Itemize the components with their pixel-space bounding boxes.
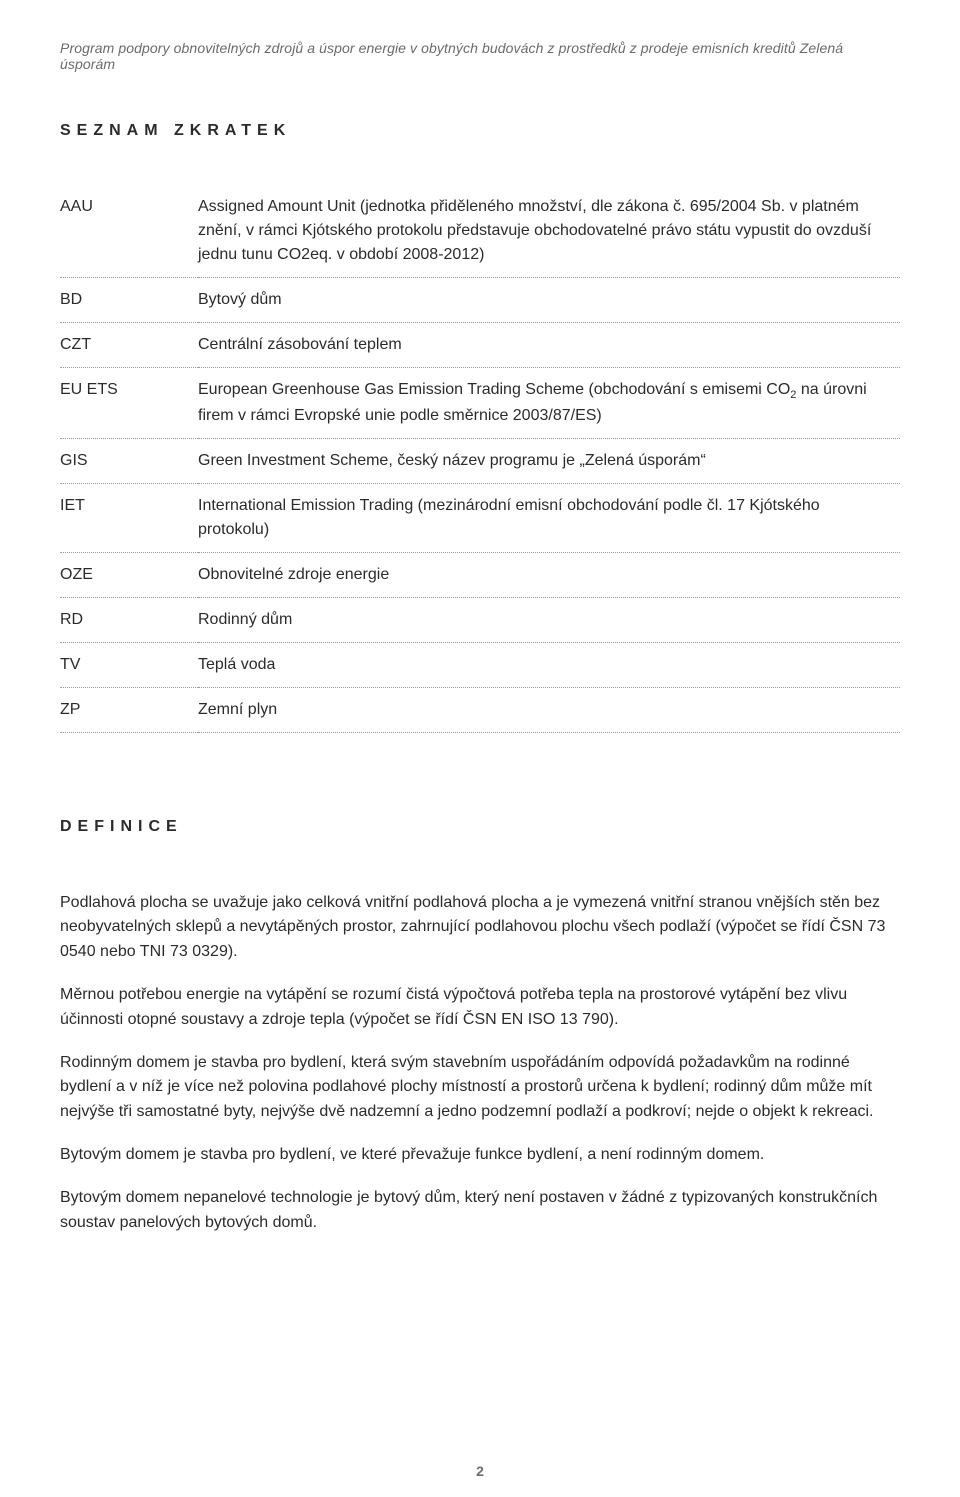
table-row: GISGreen Investment Scheme, český název …	[60, 438, 900, 483]
table-row: CZTCentrální zásobování teplem	[60, 323, 900, 368]
abbr-key: RD	[60, 597, 198, 642]
abbr-key: AAU	[60, 195, 198, 278]
abbr-value: Assigned Amount Unit (jednotka přidělené…	[198, 195, 900, 278]
abbr-key: EU ETS	[60, 368, 198, 439]
abbr-value: Green Investment Scheme, český název pro…	[198, 438, 900, 483]
abbr-value: Obnovitelné zdroje energie	[198, 552, 900, 597]
abbr-value-text: European Greenhouse Gas Emission Trading…	[198, 381, 790, 398]
definitions-block: Podlahová plocha se uvažuje jako celková…	[60, 891, 900, 1236]
definition-paragraph: Bytovým domem nepanelové technologie je …	[60, 1186, 900, 1236]
definition-term: Podlahová plocha	[60, 894, 187, 911]
definition-paragraph: Rodinným domem je stavba pro bydlení, kt…	[60, 1051, 900, 1125]
definition-term: Měrnou potřebou energie	[60, 986, 240, 1003]
section-title-definitions: DEFINICE	[60, 818, 900, 836]
table-row: RDRodinný dům	[60, 597, 900, 642]
abbr-key: TV	[60, 642, 198, 687]
abbr-value: International Emission Trading (mezináro…	[198, 483, 900, 552]
abbr-value: Rodinný dům	[198, 597, 900, 642]
abbreviations-table: AAUAssigned Amount Unit (jednotka přiděl…	[60, 195, 900, 733]
abbr-key: BD	[60, 278, 198, 323]
table-row: AAUAssigned Amount Unit (jednotka přiděl…	[60, 195, 900, 278]
table-row: BDBytový dům	[60, 278, 900, 323]
abbr-value: Zemní plyn	[198, 687, 900, 732]
abbr-value: Centrální zásobování teplem	[198, 323, 900, 368]
page-number: 2	[0, 1463, 960, 1479]
table-row: IETInternational Emission Trading (mezin…	[60, 483, 900, 552]
table-row: TVTeplá voda	[60, 642, 900, 687]
abbr-key: ZP	[60, 687, 198, 732]
page-header: Program podpory obnovitelných zdrojů a ú…	[60, 40, 900, 72]
definition-term: Bytovým domem nepanelové technologie	[60, 1189, 353, 1206]
abbr-key: OZE	[60, 552, 198, 597]
table-row: EU ETSEuropean Greenhouse Gas Emission T…	[60, 368, 900, 439]
abbr-value: Bytový dům	[198, 278, 900, 323]
section-title-abbreviations: SEZNAM ZKRATEK	[60, 122, 900, 140]
abbr-key: IET	[60, 483, 198, 552]
table-row: OZEObnovitelné zdroje energie	[60, 552, 900, 597]
definition-term: Rodinným domem	[60, 1054, 190, 1071]
table-row: ZPZemní plyn	[60, 687, 900, 732]
page: Program podpory obnovitelných zdrojů a ú…	[0, 0, 960, 1497]
abbr-value: European Greenhouse Gas Emission Trading…	[198, 368, 900, 439]
definition-text: je stavba pro bydlení, ve které převažuj…	[179, 1146, 764, 1163]
definition-paragraph: Měrnou potřebou energie na vytápění se r…	[60, 983, 900, 1033]
definition-paragraph: Bytovým domem je stavba pro bydlení, ve …	[60, 1143, 900, 1168]
definition-term: Bytovým domem	[60, 1146, 179, 1163]
abbr-key: GIS	[60, 438, 198, 483]
abbr-key: CZT	[60, 323, 198, 368]
abbr-value: Teplá voda	[198, 642, 900, 687]
definition-paragraph: Podlahová plocha se uvažuje jako celková…	[60, 891, 900, 965]
